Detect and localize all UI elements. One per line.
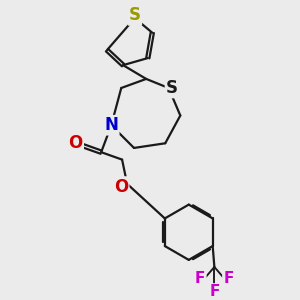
Text: N: N bbox=[104, 116, 118, 134]
Text: F: F bbox=[209, 284, 220, 299]
Text: F: F bbox=[195, 271, 206, 286]
Text: S: S bbox=[129, 6, 141, 24]
Text: F: F bbox=[223, 271, 234, 286]
Text: S: S bbox=[166, 79, 178, 97]
Text: O: O bbox=[114, 178, 128, 196]
Text: O: O bbox=[68, 134, 83, 152]
